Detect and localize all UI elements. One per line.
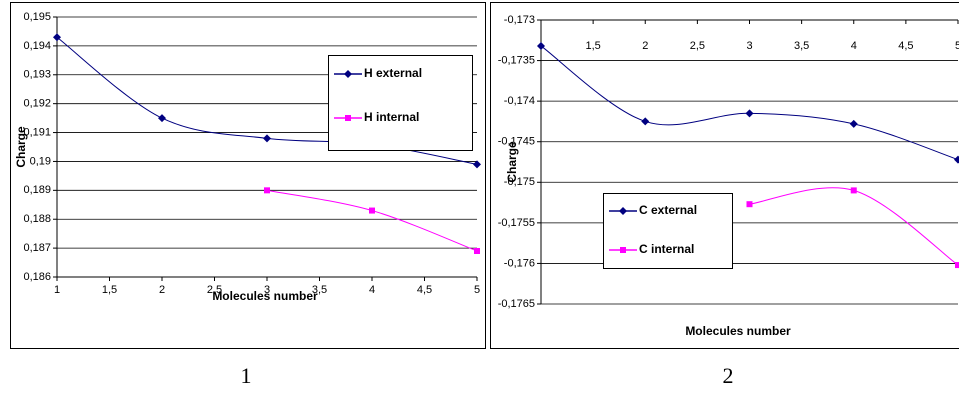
y-tick-label: 0,189 [23,184,51,196]
y-tick-label: -0,1745 [498,136,535,148]
data-point [641,117,650,126]
data-point [745,109,754,118]
y-axis-title: Charge [505,141,519,183]
legend-box [328,55,473,151]
data-point [954,155,959,164]
y-tick-label: -0,175 [504,176,535,188]
caption: 1 [241,363,252,388]
legend-box [603,193,733,269]
y-tick-label: 0,192 [23,98,51,110]
y-tick-label: 0,187 [23,242,51,254]
y-tick-label: 0,195 [23,11,51,23]
data-point [955,262,959,269]
y-tick-label: 0,191 [23,126,51,138]
x-tick-label: 3 [746,40,752,52]
data-point [264,187,270,194]
x-tick-label: 4,5 [898,40,913,52]
y-tick-label: 0,19 [30,155,51,167]
y-tick-label: -0,173 [504,14,535,26]
y-tick-label: 0,188 [23,213,51,225]
x-tick-label: 5 [474,284,480,296]
legend-marker [620,247,626,253]
x-tick-label: 2 [159,284,165,296]
y-tick-label: 0,186 [23,271,51,283]
y-tick-label: -0,1765 [498,298,535,310]
chart-frame [490,2,959,349]
y-tick-label: 0,193 [23,69,51,81]
data-point [53,33,61,42]
x-tick-label: 5 [955,40,959,52]
x-tick-label: 1,5 [585,40,600,52]
legend-marker [619,207,627,215]
x-tick-label: 2,5 [690,40,705,52]
x-tick-label: 3,5 [794,40,809,52]
data-point [158,114,166,123]
x-tick-label: 4 [369,284,375,296]
data-point [474,248,480,254]
legend-label: H internal [364,110,419,124]
x-tick-label: 1,5 [102,284,117,296]
legend-marker [345,115,351,121]
y-tick-label: -0,1735 [498,54,535,66]
data-point [850,187,857,194]
x-tick-label: 2 [642,40,648,52]
data-point [473,160,481,169]
y-tick-label: -0,174 [504,95,535,107]
legend-label: C internal [639,242,694,256]
x-axis-title: Molecules number [685,324,791,338]
x-tick-label: 3 [264,284,270,296]
y-axis-title: Charge [14,126,28,168]
data-point [369,207,375,214]
data-point [263,134,271,143]
data-point [537,41,545,50]
legend-label: H external [364,66,422,80]
x-axis-title: Molecules number [212,289,318,303]
x-tick-label: 4 [851,40,857,52]
data-point [746,201,753,208]
y-tick-label: -0,1755 [498,217,535,229]
legend-marker [344,70,352,78]
y-tick-label: -0,176 [504,257,535,269]
x-tick-label: 1 [54,284,60,296]
caption: 2 [723,363,734,388]
y-tick-label: 0,194 [23,40,51,52]
x-tick-label: 3,5 [312,284,327,296]
legend-label: C external [639,203,697,217]
x-tick-label: 4,5 [417,284,432,296]
x-tick-label: 2,5 [207,284,222,296]
data-point [849,119,858,128]
